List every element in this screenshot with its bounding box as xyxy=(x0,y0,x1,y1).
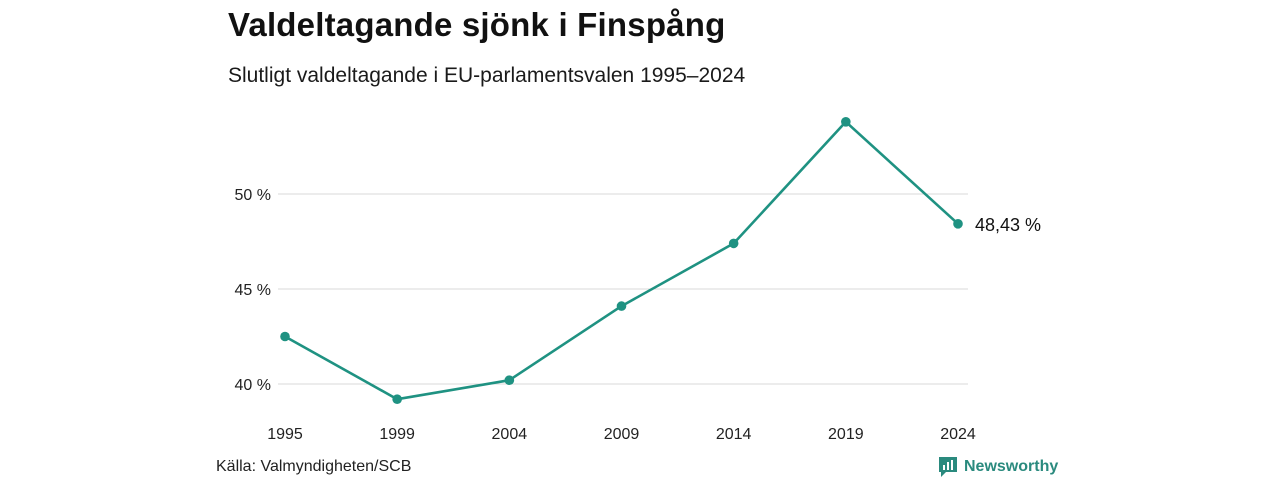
data-point xyxy=(728,238,739,249)
y-axis: 40 % 45 % 50 % xyxy=(235,187,271,394)
series-line xyxy=(283,120,960,401)
x-axis: 1995 1999 2004 2009 2014 2019 2024 xyxy=(267,426,976,443)
brand-logo: Newsworthy xyxy=(938,456,1058,478)
data-point xyxy=(841,117,851,127)
data-point xyxy=(504,375,515,386)
data-points xyxy=(280,117,963,405)
newsworthy-logo-icon xyxy=(939,457,957,477)
chart-title: Valdeltagande sjönk i Finspång xyxy=(228,6,726,43)
x-tick-label: 1999 xyxy=(379,426,415,443)
x-tick-label: 2009 xyxy=(604,426,640,443)
y-tick-label: 45 % xyxy=(235,282,271,299)
y-tick-label: 40 % xyxy=(235,377,271,394)
data-point xyxy=(953,219,963,229)
data-point xyxy=(616,301,627,311)
grid xyxy=(278,193,968,385)
y-tick-label: 50 % xyxy=(235,187,271,204)
x-tick-label: 2019 xyxy=(828,426,864,443)
data-point xyxy=(280,331,290,342)
source-note: Källa: Valmyndigheten/SCB xyxy=(216,458,412,475)
x-tick-label: 2024 xyxy=(940,426,976,443)
end-value-label: 48,43 % xyxy=(975,215,1041,235)
brand-name: Newsworthy xyxy=(964,458,1059,475)
data-point xyxy=(392,394,402,405)
chart-subtitle: Slutligt valdeltagande i EU-parlamentsva… xyxy=(228,64,746,87)
x-tick-label: 2014 xyxy=(716,426,752,443)
x-tick-label: 2004 xyxy=(492,426,528,443)
x-tick-label: 1995 xyxy=(267,426,303,443)
